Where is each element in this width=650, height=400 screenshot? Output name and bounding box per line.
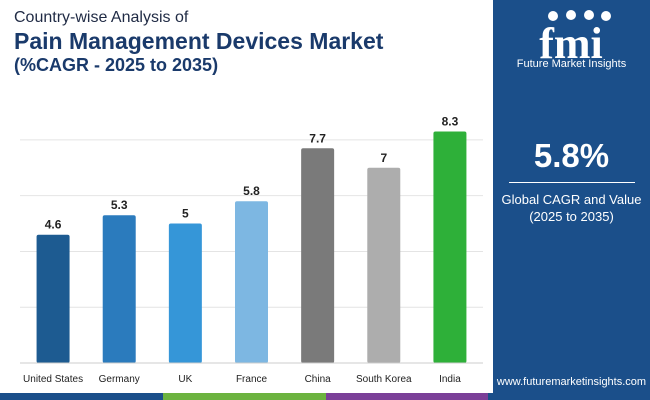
value-label: 7.7 (309, 131, 326, 145)
value-label: 5 (182, 207, 189, 221)
sidebar: fmi Future Market Insights 5.8% Global C… (493, 0, 650, 393)
global-cagr-value: 5.8% (533, 137, 610, 174)
bar-india (433, 131, 467, 363)
logo-text: Future Market Insights (516, 58, 627, 70)
category-label: United States (23, 374, 83, 385)
value-label: 8.3 (442, 115, 459, 129)
value-label: 7 (380, 151, 387, 165)
chart-period: (%CAGR - 2025 to 2035) (14, 55, 219, 75)
bar-chart: 4.6 United States 5.3 Germany 5 UK 5.8 France 7.… (20, 115, 483, 385)
cagr-label-line2: (2025 to 2035) (529, 209, 614, 224)
value-label: 5.8 (243, 184, 260, 198)
bar-united-states (36, 234, 70, 363)
bar-france (235, 201, 268, 363)
bar-china (301, 148, 335, 363)
value-label: 5.3 (111, 198, 128, 212)
strip-segment (488, 393, 650, 400)
bar-germany (102, 215, 136, 363)
chart-title: Pain Management Devices Market (14, 28, 384, 54)
value-label: 4.6 (45, 218, 62, 232)
bar-uk (168, 223, 202, 363)
strip-segment (163, 393, 326, 400)
category-label: France (236, 374, 268, 385)
title-block: Country-wise Analysis of Pain Management… (14, 8, 383, 76)
category-label: South Korea (356, 374, 412, 385)
category-label: UK (178, 374, 192, 385)
fmi-logo: fmi (539, 10, 611, 68)
bar-south-korea (367, 167, 401, 363)
bottom-color-strip (0, 393, 650, 400)
category-label: India (439, 374, 461, 385)
website-link[interactable]: www.futuremarketinsights.com (496, 376, 647, 388)
category-label: China (305, 374, 332, 385)
category-label: Germany (99, 374, 140, 385)
strip-segment (0, 393, 163, 400)
svg-text:fmi: fmi (539, 19, 603, 68)
cagr-label-line1: Global CAGR and Value (501, 192, 642, 207)
chart-subtitle: Country-wise Analysis of (14, 9, 189, 26)
divider (509, 182, 635, 183)
strip-segment (326, 393, 488, 400)
global-cagr-label: Global CAGR and Value (2025 to 2035) (493, 191, 650, 225)
